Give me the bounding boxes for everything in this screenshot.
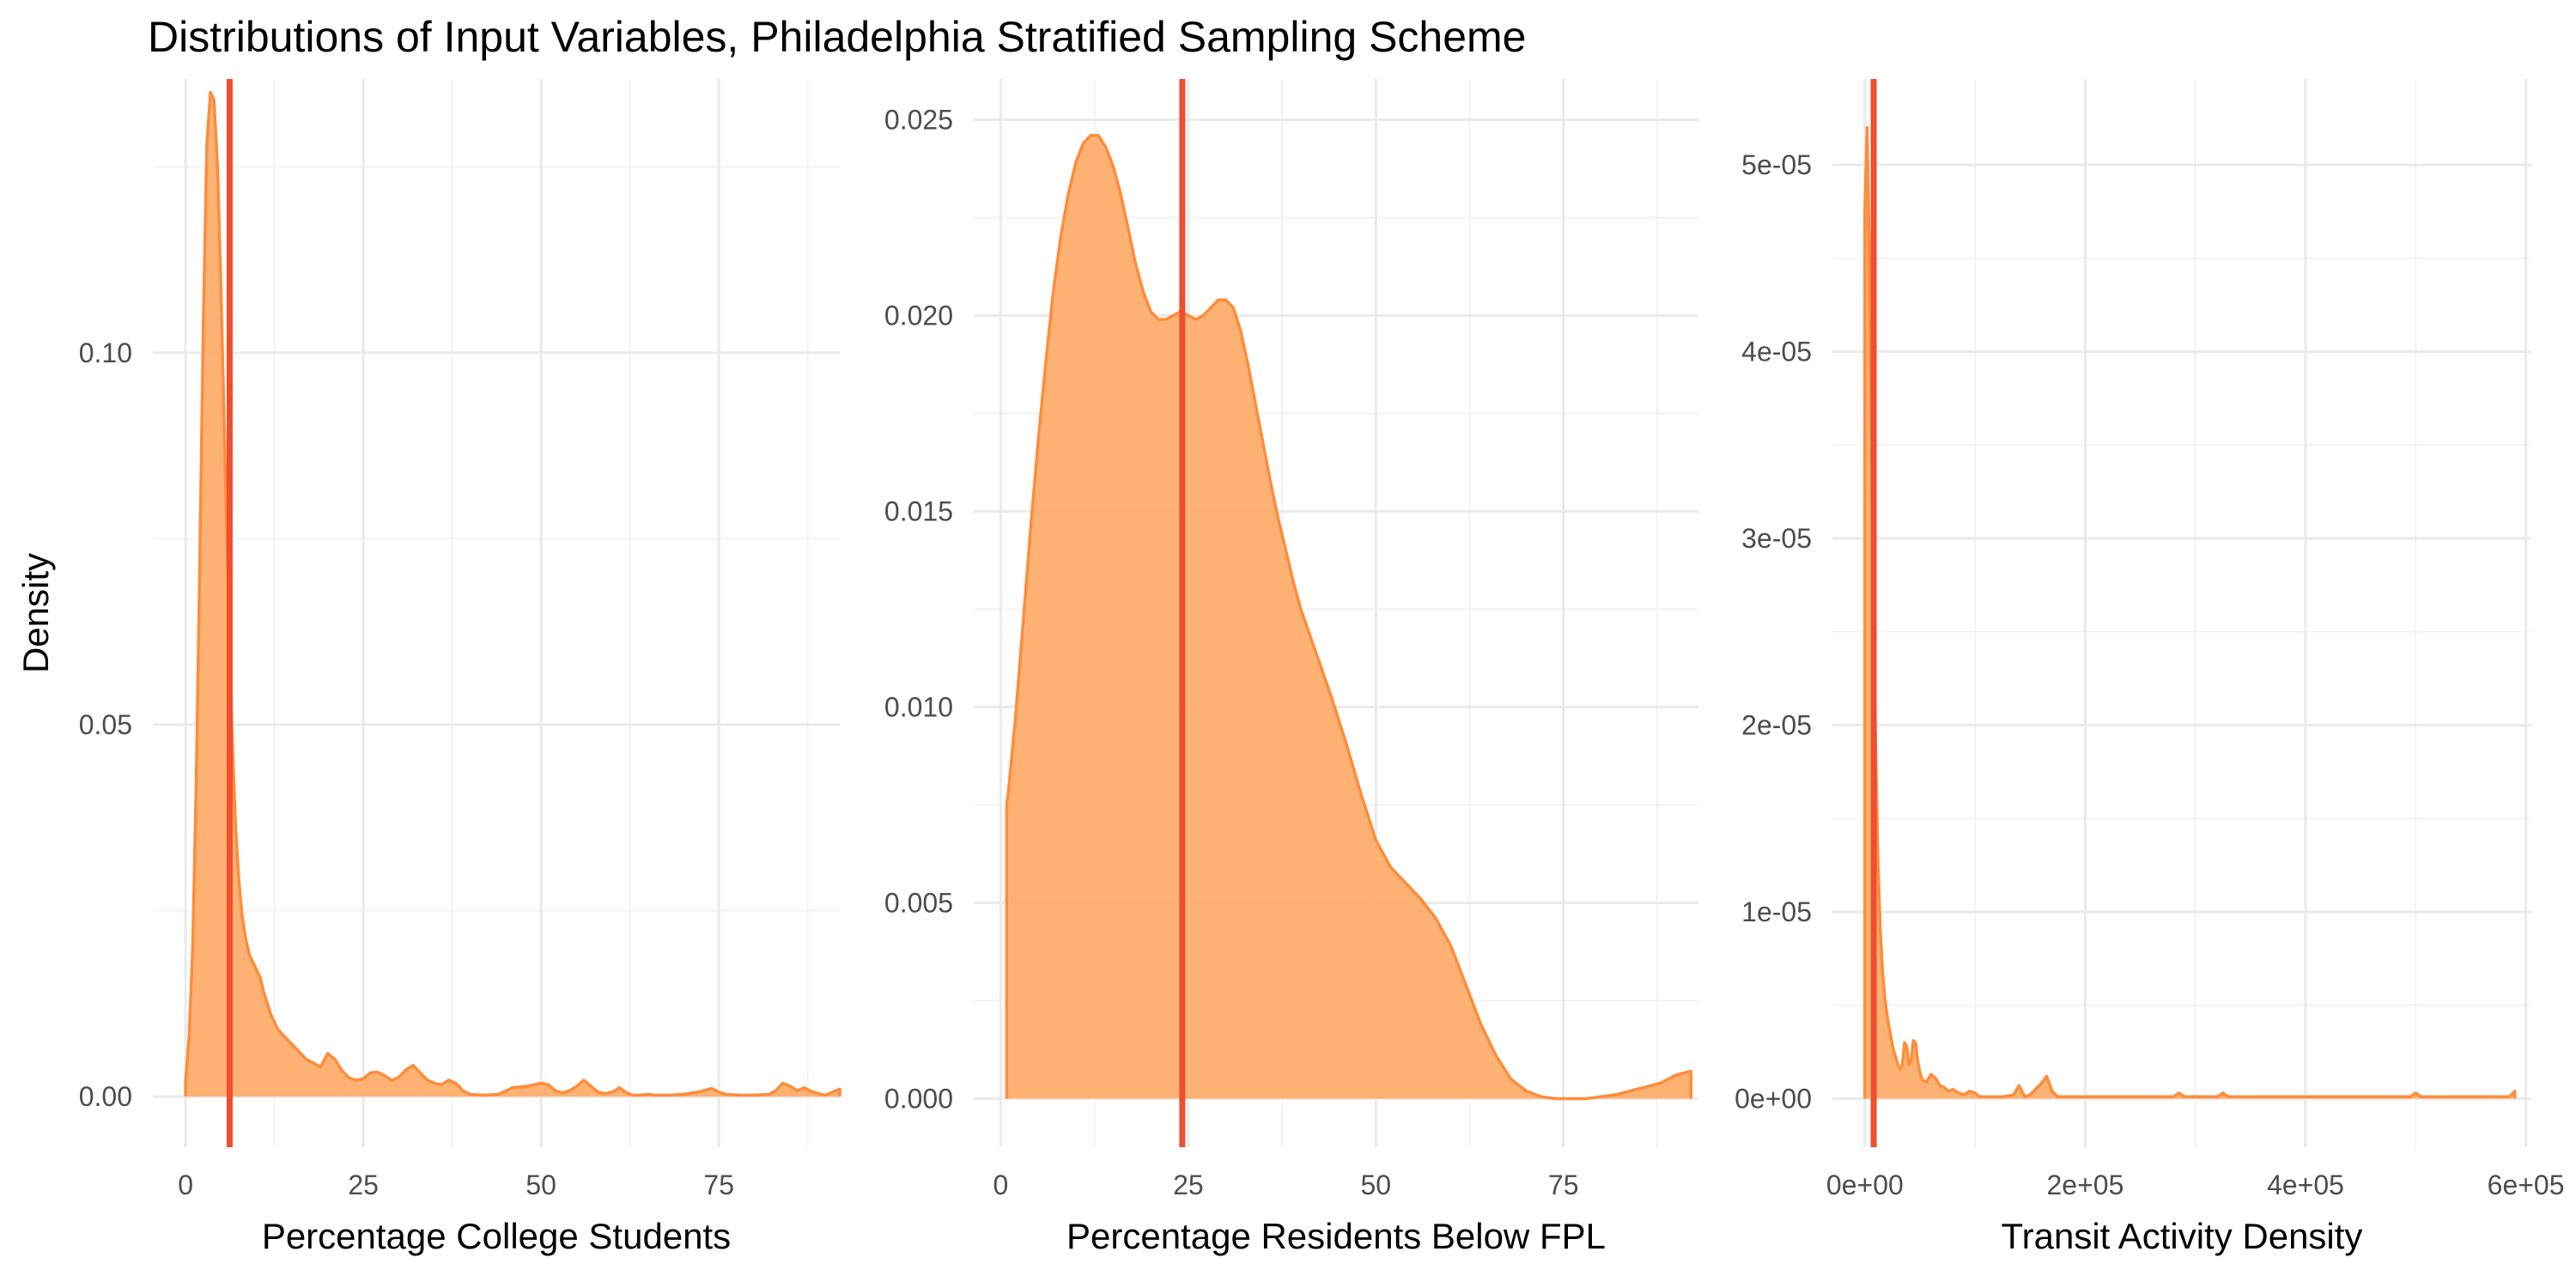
chart-panels: 0.00 0.05 0.10 0 25 50 75 Percentage College St… <box>15 79 2565 1256</box>
x-tick-label: 0 <box>178 1170 193 1200</box>
x-tick-label: 4e+05 <box>2267 1170 2344 1200</box>
x-tick-label: 50 <box>1361 1170 1392 1200</box>
y-tick-label: 0.000 <box>884 1083 953 1114</box>
density-area <box>1864 127 2515 1099</box>
y-tick-label: 1e-05 <box>1741 896 1812 927</box>
y-tick-label: 4e-05 <box>1741 337 1812 368</box>
x-tick-label: 50 <box>526 1170 556 1200</box>
y-tick-label: 0.05 <box>79 709 132 740</box>
x-tick-label: 25 <box>1173 1170 1204 1200</box>
x-tick-label: 0e+00 <box>1826 1170 1904 1200</box>
x-axis-title: Percentage College Students <box>262 1216 731 1256</box>
y-tick-label: 0.010 <box>884 691 953 722</box>
chart-title: Distributions of Input Variables, Philad… <box>148 13 1527 61</box>
y-tick-label: 0.020 <box>884 300 953 331</box>
panel-1: 0.00 0.05 0.10 0 25 50 75 Percentage College St… <box>15 79 841 1256</box>
y-tick-label: 0.00 <box>79 1081 132 1112</box>
x-tick-label: 0 <box>993 1170 1009 1200</box>
y-tick-label: 0e+00 <box>1735 1083 1812 1114</box>
y-tick-label: 2e-05 <box>1741 709 1812 740</box>
density-outline <box>1863 125 2517 1099</box>
x-tick-label: 75 <box>1548 1170 1579 1200</box>
y-tick-label: 5e-05 <box>1741 149 1812 180</box>
x-tick-label: 75 <box>703 1170 734 1200</box>
density-area <box>185 92 841 1097</box>
density-outline <box>1005 133 1693 1101</box>
panel-2: 0.000 0.005 0.010 0.015 0.020 0.025 0 25 50 75 Per… <box>884 79 1698 1256</box>
y-tick-label: 3e-05 <box>1741 523 1812 554</box>
y-tick-label: 0.015 <box>884 495 953 526</box>
x-tick-label: 2e+05 <box>2046 1170 2123 1200</box>
y-tick-label: 0.10 <box>79 337 132 368</box>
density-area <box>1006 135 1692 1099</box>
y-tick-label: 0.025 <box>884 104 953 135</box>
x-axis-title: Transit Activity Density <box>2002 1216 2363 1256</box>
x-axis-title: Percentage Residents Below FPL <box>1066 1216 1606 1256</box>
panel-3: 0e+00 1e-05 2e-05 3e-05 4e-05 5e-05 0e+00 2e+05… <box>1735 79 2565 1256</box>
density-outline <box>184 90 841 1097</box>
y-tick-label: 0.005 <box>884 887 953 918</box>
y-axis-title: Density <box>15 553 56 673</box>
x-tick-label: 6e+05 <box>2488 1170 2565 1200</box>
x-tick-label: 25 <box>348 1170 379 1200</box>
